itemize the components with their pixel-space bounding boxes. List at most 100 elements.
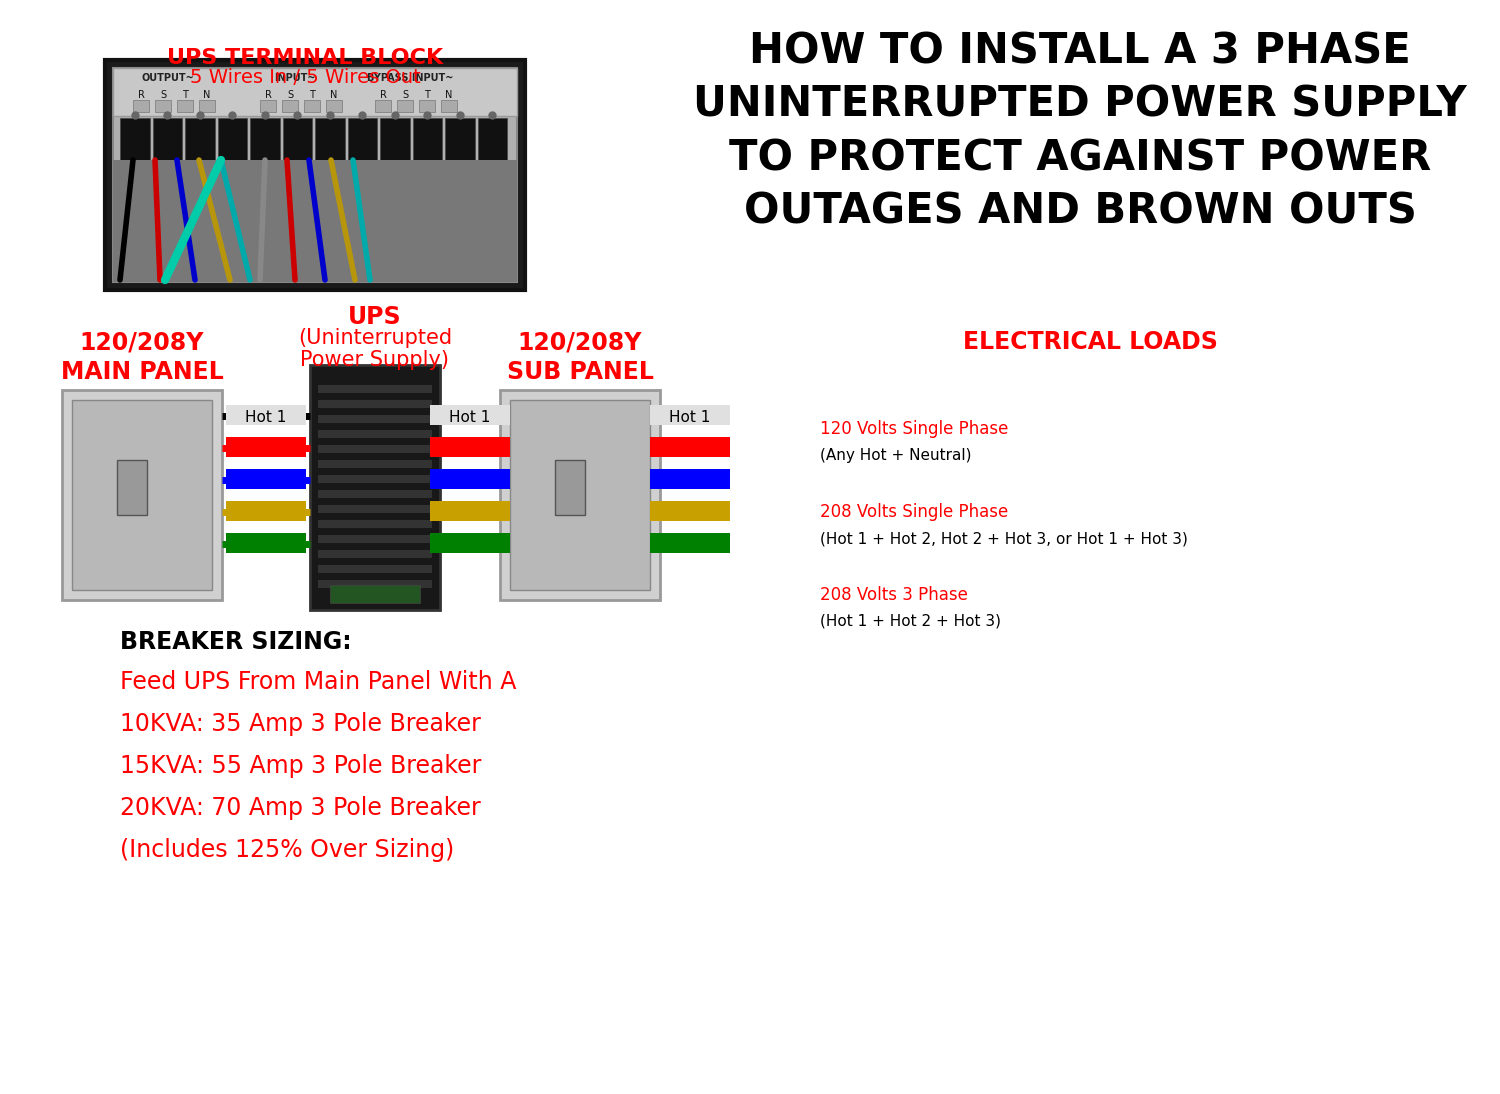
Text: Ground: Ground — [238, 537, 294, 552]
FancyBboxPatch shape — [62, 389, 222, 600]
Text: (Uninterrupted: (Uninterrupted — [298, 328, 452, 348]
Text: 208 Volts Single Phase: 208 Volts Single Phase — [821, 503, 1008, 521]
FancyBboxPatch shape — [318, 415, 432, 423]
FancyBboxPatch shape — [500, 389, 660, 600]
Text: Hot 2: Hot 2 — [669, 442, 711, 456]
Text: 20KVA: 70 Amp 3 Pole Breaker: 20KVA: 70 Amp 3 Pole Breaker — [120, 796, 480, 820]
FancyBboxPatch shape — [413, 118, 442, 160]
FancyBboxPatch shape — [226, 437, 306, 457]
FancyBboxPatch shape — [650, 437, 730, 457]
FancyBboxPatch shape — [251, 118, 279, 160]
FancyBboxPatch shape — [430, 469, 510, 489]
FancyBboxPatch shape — [72, 400, 211, 590]
Text: (Hot 1 + Hot 2, Hot 2 + Hot 3, or Hot 1 + Hot 3): (Hot 1 + Hot 2, Hot 2 + Hot 3, or Hot 1 … — [821, 531, 1188, 546]
FancyBboxPatch shape — [112, 68, 518, 282]
FancyBboxPatch shape — [318, 505, 432, 513]
FancyBboxPatch shape — [430, 405, 510, 424]
FancyBboxPatch shape — [260, 100, 276, 112]
Text: Hot 3: Hot 3 — [450, 474, 491, 489]
Text: R: R — [138, 90, 144, 100]
FancyBboxPatch shape — [184, 118, 214, 160]
Text: Neutral: Neutral — [441, 505, 498, 521]
Text: S: S — [286, 90, 292, 100]
Text: T: T — [182, 90, 188, 100]
Text: Feed UPS From Main Panel With A: Feed UPS From Main Panel With A — [120, 670, 516, 694]
Text: BYPASS INPUT~: BYPASS INPUT~ — [368, 73, 453, 83]
FancyBboxPatch shape — [282, 100, 298, 112]
FancyBboxPatch shape — [282, 118, 312, 160]
Text: N: N — [204, 90, 210, 100]
Text: T: T — [424, 90, 430, 100]
FancyBboxPatch shape — [398, 100, 412, 112]
FancyBboxPatch shape — [380, 118, 410, 160]
FancyBboxPatch shape — [419, 100, 435, 112]
FancyBboxPatch shape — [318, 550, 432, 558]
FancyBboxPatch shape — [315, 118, 345, 160]
Text: (Includes 125% Over Sizing): (Includes 125% Over Sizing) — [120, 838, 454, 862]
Text: Hot 3: Hot 3 — [669, 474, 711, 489]
FancyBboxPatch shape — [177, 100, 194, 112]
FancyBboxPatch shape — [112, 68, 518, 116]
FancyBboxPatch shape — [318, 475, 432, 482]
FancyBboxPatch shape — [226, 501, 306, 521]
FancyBboxPatch shape — [226, 533, 306, 552]
FancyBboxPatch shape — [348, 118, 376, 160]
Text: Hot 2: Hot 2 — [450, 442, 491, 456]
Text: 10KVA: 35 Amp 3 Pole Breaker: 10KVA: 35 Amp 3 Pole Breaker — [120, 712, 482, 736]
Text: 120 Volts Single Phase: 120 Volts Single Phase — [821, 420, 1008, 438]
FancyBboxPatch shape — [477, 118, 507, 160]
Text: INPUT~: INPUT~ — [274, 73, 315, 83]
FancyBboxPatch shape — [650, 501, 730, 521]
FancyBboxPatch shape — [441, 100, 458, 112]
Text: ELECTRICAL LOADS: ELECTRICAL LOADS — [963, 330, 1218, 354]
Text: Hot 1: Hot 1 — [669, 409, 711, 424]
FancyBboxPatch shape — [326, 100, 342, 112]
FancyBboxPatch shape — [318, 490, 432, 498]
FancyBboxPatch shape — [318, 430, 432, 438]
Text: Hot 2: Hot 2 — [246, 442, 286, 456]
Text: (Any Hot + Neutral): (Any Hot + Neutral) — [821, 449, 972, 463]
FancyBboxPatch shape — [430, 437, 510, 457]
FancyBboxPatch shape — [330, 585, 420, 603]
FancyBboxPatch shape — [117, 459, 147, 515]
Text: BREAKER SIZING:: BREAKER SIZING: — [120, 630, 351, 654]
Text: S: S — [402, 90, 408, 100]
Text: Power Supply): Power Supply) — [300, 350, 450, 370]
FancyBboxPatch shape — [153, 118, 182, 160]
FancyBboxPatch shape — [134, 100, 148, 112]
FancyBboxPatch shape — [310, 365, 440, 610]
Text: OUTPUT~: OUTPUT~ — [141, 73, 195, 83]
Text: Ground: Ground — [662, 537, 718, 552]
Text: N: N — [330, 90, 338, 100]
FancyBboxPatch shape — [112, 160, 518, 282]
FancyBboxPatch shape — [318, 580, 432, 587]
FancyBboxPatch shape — [226, 469, 306, 489]
Text: Neutral: Neutral — [237, 505, 294, 521]
Text: Hot 1: Hot 1 — [450, 409, 491, 424]
FancyBboxPatch shape — [510, 400, 650, 590]
Text: Hot 3: Hot 3 — [246, 474, 286, 489]
Text: R: R — [264, 90, 272, 100]
FancyBboxPatch shape — [650, 533, 730, 552]
FancyBboxPatch shape — [650, 469, 730, 489]
FancyBboxPatch shape — [217, 118, 248, 160]
Text: HOW TO INSTALL A 3 PHASE
UNINTERRUPTED POWER SUPPLY
TO PROTECT AGAINST POWER
OUT: HOW TO INSTALL A 3 PHASE UNINTERRUPTED P… — [693, 30, 1467, 233]
FancyBboxPatch shape — [318, 400, 432, 408]
FancyBboxPatch shape — [430, 533, 510, 552]
Text: Ground: Ground — [442, 537, 498, 552]
FancyBboxPatch shape — [430, 501, 510, 521]
Text: UPS TERMINAL BLOCK: UPS TERMINAL BLOCK — [166, 48, 442, 68]
Text: 120/208Y
SUB PANEL: 120/208Y SUB PANEL — [507, 330, 654, 384]
FancyBboxPatch shape — [304, 100, 320, 112]
FancyBboxPatch shape — [318, 565, 432, 573]
FancyBboxPatch shape — [105, 60, 525, 290]
Text: Hot 1: Hot 1 — [246, 409, 286, 424]
FancyBboxPatch shape — [318, 535, 432, 543]
Text: 5 Wires In / 5 Wires Out: 5 Wires In / 5 Wires Out — [189, 68, 420, 88]
Text: 120/208Y
MAIN PANEL: 120/208Y MAIN PANEL — [60, 330, 223, 384]
FancyBboxPatch shape — [120, 118, 150, 160]
Text: S: S — [160, 90, 166, 100]
FancyBboxPatch shape — [200, 100, 214, 112]
FancyBboxPatch shape — [318, 459, 432, 468]
FancyBboxPatch shape — [226, 405, 306, 424]
